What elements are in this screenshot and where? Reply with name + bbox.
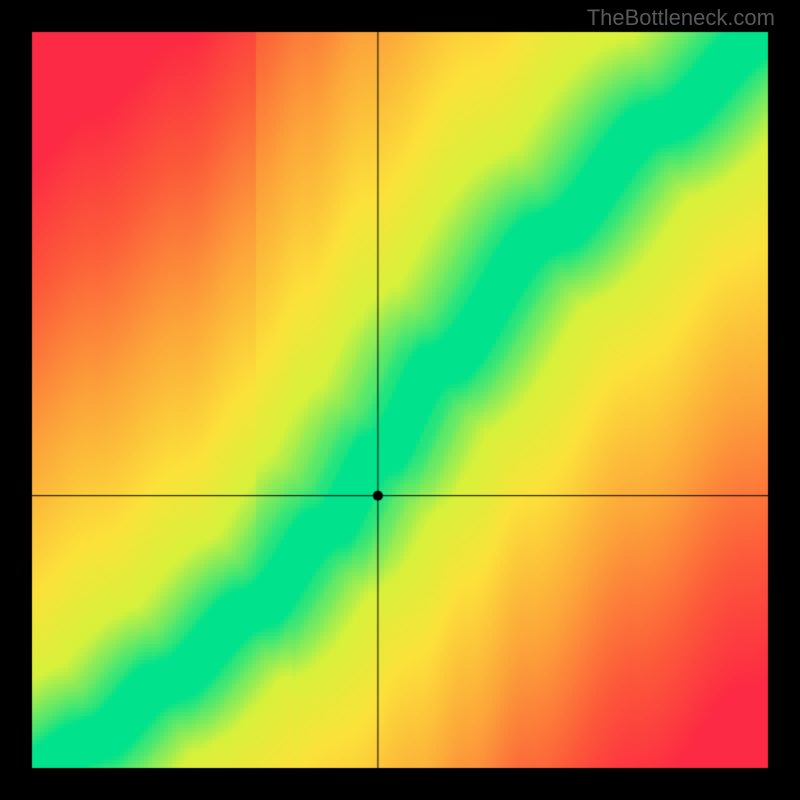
chart-container: TheBottleneck.com xyxy=(0,0,800,800)
watermark-text: TheBottleneck.com xyxy=(587,5,775,31)
heatmap-canvas xyxy=(0,0,800,800)
